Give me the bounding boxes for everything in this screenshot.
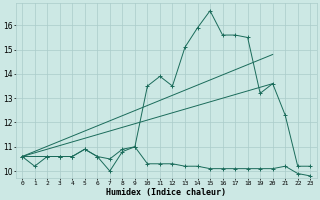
X-axis label: Humidex (Indice chaleur): Humidex (Indice chaleur): [106, 188, 226, 197]
